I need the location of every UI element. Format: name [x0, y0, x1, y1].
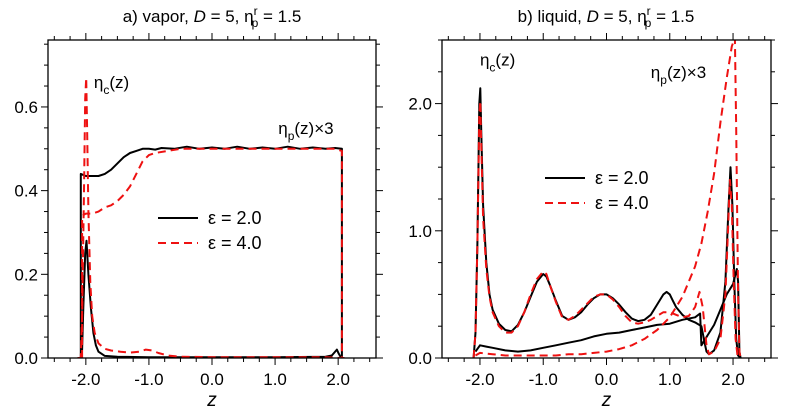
x-tick-label: 0.0: [595, 370, 619, 389]
annotation-eta-c: ηc(z): [94, 73, 129, 97]
y-tick-label: 0.2: [14, 265, 38, 284]
x-tick-label: -2.0: [71, 370, 100, 389]
legend-label: ε = 4.0: [595, 193, 649, 213]
series-line-2: [472, 100, 741, 358]
series-line-1: [79, 145, 343, 358]
legend-label: ε = 4.0: [208, 233, 262, 253]
x-tick-label: 1.0: [263, 370, 287, 389]
y-tick-label: 0.6: [14, 98, 38, 117]
x-tick-label: 2.0: [326, 370, 350, 389]
series-line-0: [77, 239, 345, 358]
y-tick-label: 0.4: [14, 182, 38, 201]
annotation-eta-p: ηp(z)×3: [278, 119, 333, 143]
series-line-2: [77, 76, 345, 358]
x-tick-label: 0.0: [200, 370, 224, 389]
x-tick-label: -1.0: [529, 370, 558, 389]
chart-title: a) vapor, D = 5, ηr p = 1.5: [123, 4, 302, 30]
x-axis-label: z: [206, 390, 217, 411]
x-tick-label: 2.0: [721, 370, 745, 389]
series-line-1: [474, 268, 742, 358]
annotation-eta-c: ηc(z): [480, 50, 515, 74]
y-tick-label: 0.0: [408, 349, 432, 368]
x-axis-label: z: [601, 390, 612, 411]
panel-a-vapor: -2.0 -1.0 0.0 1.0 2.0 0.0 0.2 0.4 0.6 z a) vapor, …: [14, 4, 383, 411]
x-tick-label: -2.0: [465, 370, 494, 389]
x-tick-label: 1.0: [658, 370, 682, 389]
panel-b-liquid: -2.0 -1.0 0.0 1.0 2.0 0.0 1.0 2.0 z b) liquid, D …: [408, 4, 778, 411]
series-line-3: [474, 40, 742, 358]
annotation-eta-p: ηp(z)×3: [651, 63, 706, 87]
y-tick-label: 1.0: [408, 222, 432, 241]
legend-label: ε = 2.0: [208, 208, 262, 228]
x-tick-label: -1.0: [134, 370, 163, 389]
y-tick-label: 0.0: [14, 349, 38, 368]
y-tick-label: 2.0: [408, 95, 432, 114]
chart-title: b) liquid, D = 5, ηr p = 1.5: [518, 4, 695, 30]
series-line-3: [81, 147, 343, 358]
legend-label: ε = 2.0: [595, 168, 649, 188]
